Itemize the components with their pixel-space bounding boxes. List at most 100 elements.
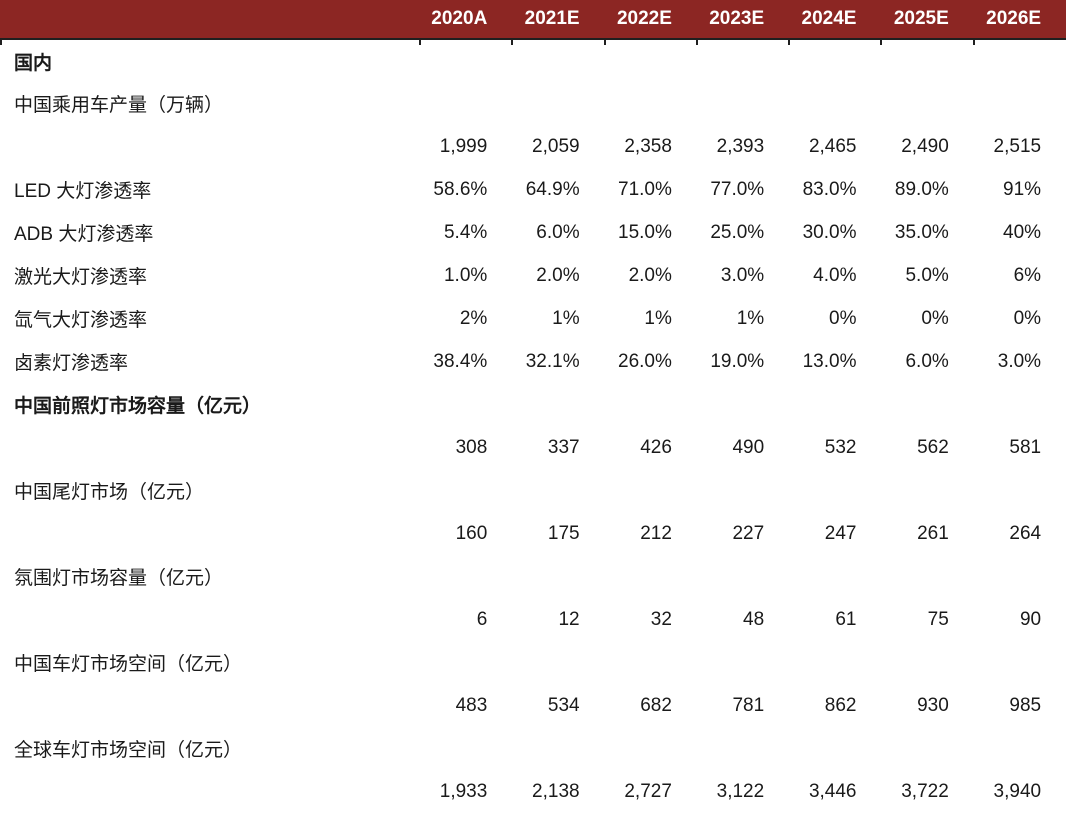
row-value: 985: [1009, 694, 1042, 716]
row-value: [511, 39, 604, 82]
row-value: 2.0%: [628, 264, 672, 286]
row-value: [512, 82, 604, 125]
table-row: 1,933 2,138 2,727 3,122 3,446 3,722 3,940: [0, 770, 1066, 813]
row-label: 国内: [0, 39, 420, 82]
row-value: 227: [732, 522, 765, 544]
row-value: 862: [824, 694, 857, 716]
row-value: 48: [743, 608, 765, 630]
header-col-2024E: 2024E: [789, 0, 882, 40]
row-value: [974, 469, 1066, 512]
row-value: 26.0%: [618, 350, 672, 372]
row-value: 781: [732, 694, 765, 716]
row-value: [789, 82, 881, 125]
row-value: 4.0%: [813, 264, 857, 286]
row-value: 490: [732, 436, 765, 458]
row-value: [881, 641, 973, 684]
table-row: LED 大灯渗透率 58.6% 64.9% 71.0% 77.0% 83.0% 89.0% 9…: [0, 168, 1066, 211]
row-label: 激光大灯渗透率: [14, 267, 148, 288]
row-value: 337: [547, 436, 580, 458]
row-value: 3,446: [808, 780, 857, 802]
row-value: [789, 383, 881, 426]
header-col-2026E: 2026E: [973, 0, 1067, 40]
row-label: [0, 770, 420, 813]
table-row: ADB 大灯渗透率 5.4% 6.0% 15.0% 25.0% 30.0% 35.0% 40%: [0, 211, 1066, 254]
row-value: 160: [455, 522, 488, 544]
row-value: 2,465: [808, 135, 857, 157]
table-row: 160 175 212 227 247 261 264: [0, 512, 1066, 555]
row-value: [974, 383, 1066, 426]
row-value: [605, 82, 697, 125]
row-value: 3.0%: [720, 264, 765, 286]
row-value: 89.0%: [894, 178, 949, 200]
row-label: [0, 426, 420, 469]
row-value: 175: [547, 522, 580, 544]
row-value: [512, 383, 604, 426]
row-value: [789, 641, 881, 684]
row-value: 247: [824, 522, 857, 544]
row-value: [420, 383, 512, 426]
row-value: 6%: [1013, 264, 1042, 286]
row-value: 562: [917, 436, 949, 458]
row-value: [420, 82, 512, 125]
table-header: 2020A 2021E 2022E 2023E 2024E 2025E 2026E: [0, 0, 1067, 40]
row-value: 38.4%: [433, 350, 488, 372]
row-value: [605, 641, 697, 684]
row-value: [420, 469, 512, 512]
row-value: 581: [1009, 436, 1042, 458]
row-value: [972, 39, 1066, 82]
row-value: [881, 469, 973, 512]
row-value: 12: [558, 608, 580, 630]
header-col-2022E: 2022E: [604, 0, 697, 40]
row-label: 氛围灯市场容量（亿元）: [14, 568, 224, 589]
row-value: [512, 469, 604, 512]
row-value: [974, 727, 1066, 770]
row-value: [697, 383, 789, 426]
row-value: 30.0%: [802, 221, 857, 243]
row-value: [697, 469, 789, 512]
row-value: 2%: [459, 307, 488, 329]
row-value: [697, 727, 789, 770]
row-value: [420, 555, 512, 598]
row-value: 532: [824, 436, 857, 458]
row-value: 5.0%: [905, 264, 949, 286]
row-value: 483: [455, 694, 488, 716]
row-value: 25.0%: [710, 221, 765, 243]
row-value: [697, 641, 789, 684]
row-value: [605, 555, 697, 598]
row-value: [974, 555, 1066, 598]
row-value: 2,727: [624, 780, 672, 802]
row-value: 3,122: [716, 780, 765, 802]
row-value: 6.0%: [536, 221, 580, 243]
row-value: 682: [640, 694, 672, 716]
row-value: 61: [835, 608, 857, 630]
table-row: 1,999 2,059 2,358 2,393 2,465 2,490 2,515: [0, 125, 1066, 168]
row-value: 1,933: [439, 780, 488, 802]
row-label: 氙气大灯渗透率: [14, 310, 148, 331]
row-value: 2.0%: [536, 264, 580, 286]
row-value: [788, 39, 881, 82]
row-value: 91%: [1003, 178, 1042, 200]
row-value: [512, 727, 604, 770]
row-value: [880, 39, 973, 82]
row-value: 2,138: [532, 780, 580, 802]
table-row: 全球车灯市场空间（亿元）: [0, 727, 1066, 770]
table-row: 6 12 32 48 61 75 90: [0, 598, 1066, 641]
table-row: 激光大灯渗透率 1.0% 2.0% 2.0% 3.0% 4.0% 5.0% 6%: [0, 254, 1066, 297]
row-value: 40%: [1003, 221, 1042, 243]
row-value: 0%: [1013, 307, 1042, 329]
table-row: 483 534 682 781 862 930 985: [0, 684, 1066, 727]
row-label: 中国尾灯市场（亿元）: [14, 482, 205, 503]
header-col-2020A: 2020A: [420, 0, 513, 40]
row-value: 32: [650, 608, 672, 630]
row-label: [0, 125, 420, 168]
row-value: 534: [547, 694, 580, 716]
row-value: [605, 383, 697, 426]
row-value: [603, 39, 697, 82]
row-value: 3,722: [901, 780, 949, 802]
row-value: 75: [927, 608, 949, 630]
row-value: 2,515: [993, 135, 1042, 157]
row-value: 264: [1009, 522, 1042, 544]
row-value: 1%: [552, 307, 580, 329]
header-col-2021E: 2021E: [512, 0, 605, 40]
